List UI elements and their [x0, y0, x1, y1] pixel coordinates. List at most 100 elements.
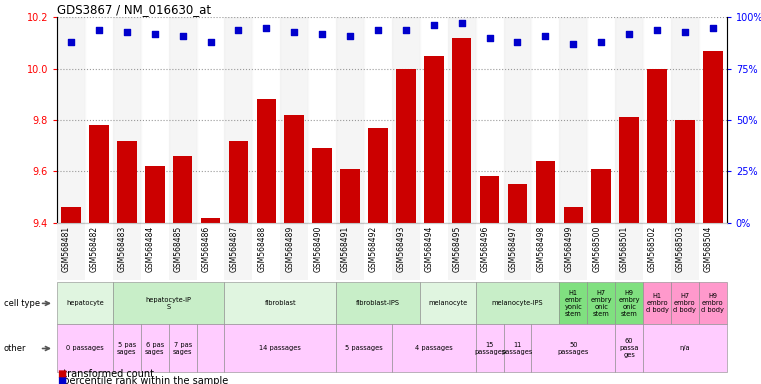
Bar — [392, 17, 420, 223]
Bar — [201, 218, 220, 223]
Point — [232, 26, 244, 33]
Text: 15
passages: 15 passages — [474, 342, 505, 355]
Point — [623, 31, 635, 37]
Text: 4 passages: 4 passages — [415, 346, 453, 351]
Text: 7 pas
sages: 7 pas sages — [173, 342, 193, 355]
Bar — [447, 17, 476, 223]
Bar — [563, 207, 583, 223]
Bar — [141, 17, 169, 223]
Text: n/a: n/a — [680, 346, 690, 351]
Point — [595, 39, 607, 45]
Bar — [447, 223, 476, 280]
Bar — [587, 17, 615, 223]
Bar — [145, 166, 164, 223]
Bar — [89, 125, 109, 223]
Text: GSM568483: GSM568483 — [118, 226, 127, 272]
Bar — [228, 141, 248, 223]
Bar — [336, 223, 364, 280]
Point — [707, 25, 719, 31]
Text: GSM568493: GSM568493 — [397, 226, 406, 272]
Bar — [587, 223, 615, 280]
Bar — [308, 223, 336, 280]
Text: GSM568494: GSM568494 — [425, 226, 434, 272]
Text: H1
embro
d body: H1 embro d body — [645, 293, 668, 313]
Text: GSM568489: GSM568489 — [285, 226, 295, 272]
Text: GSM568495: GSM568495 — [453, 226, 462, 272]
Bar — [671, 223, 699, 280]
Bar — [57, 17, 85, 223]
Bar — [196, 223, 224, 280]
Bar — [364, 17, 392, 223]
Text: GSM568496: GSM568496 — [481, 226, 489, 272]
Bar — [699, 223, 727, 280]
Text: H9
embry
onic
stem: H9 embry onic stem — [619, 290, 640, 317]
Bar — [280, 17, 308, 223]
Point — [540, 33, 552, 39]
Text: H9
embro
d body: H9 embro d body — [702, 293, 724, 313]
Bar — [141, 223, 169, 280]
Bar — [476, 223, 504, 280]
Text: H7
embry
onic
stem: H7 embry onic stem — [591, 290, 612, 317]
Text: 5 passages: 5 passages — [345, 346, 383, 351]
Bar — [85, 223, 113, 280]
Bar — [85, 17, 113, 223]
Bar — [675, 120, 695, 223]
Bar — [308, 17, 336, 223]
Text: GSM568487: GSM568487 — [230, 226, 238, 272]
Bar — [643, 17, 671, 223]
Text: 14 passages: 14 passages — [260, 346, 301, 351]
Bar — [224, 223, 253, 280]
Text: 5 pas
sages: 5 pas sages — [117, 342, 136, 355]
Bar — [647, 69, 667, 223]
Text: melanocyte-IPS: melanocyte-IPS — [492, 300, 543, 306]
Bar — [559, 17, 587, 223]
Bar — [280, 223, 308, 280]
Bar — [312, 148, 332, 223]
Bar — [424, 56, 444, 223]
Bar — [615, 17, 643, 223]
Point — [93, 26, 105, 33]
Text: percentile rank within the sample: percentile rank within the sample — [57, 376, 228, 384]
Text: GSM568498: GSM568498 — [537, 226, 546, 272]
Point — [511, 39, 524, 45]
Point — [288, 28, 301, 35]
Text: GSM568482: GSM568482 — [90, 226, 99, 272]
Text: 11
passages: 11 passages — [501, 342, 533, 355]
Bar — [699, 17, 727, 223]
Bar — [420, 17, 447, 223]
Point — [121, 28, 133, 35]
Text: 50
passages: 50 passages — [558, 342, 589, 355]
Bar — [476, 17, 504, 223]
Text: ■: ■ — [57, 376, 66, 384]
Text: GSM568502: GSM568502 — [648, 226, 657, 272]
Bar — [169, 17, 196, 223]
Bar — [368, 128, 387, 223]
Bar — [420, 223, 447, 280]
Text: GSM568481: GSM568481 — [62, 226, 71, 272]
Point — [483, 35, 495, 41]
Bar — [392, 223, 420, 280]
Text: GSM568504: GSM568504 — [704, 226, 713, 272]
Bar — [504, 17, 531, 223]
Text: H1
embr
yonic
stem: H1 embr yonic stem — [565, 290, 582, 317]
Bar — [169, 223, 196, 280]
Bar — [703, 51, 722, 223]
Bar — [253, 17, 280, 223]
Text: GSM568486: GSM568486 — [202, 226, 211, 272]
Text: GSM568503: GSM568503 — [676, 226, 685, 272]
Bar — [671, 17, 699, 223]
Bar — [452, 38, 471, 223]
Text: H7
embro
d body: H7 embro d body — [673, 293, 696, 313]
Point — [344, 33, 356, 39]
Text: GSM568485: GSM568485 — [174, 226, 183, 272]
Bar — [364, 223, 392, 280]
Bar — [173, 156, 193, 223]
Text: 0 passages: 0 passages — [66, 346, 103, 351]
Point — [651, 26, 663, 33]
Text: GSM568500: GSM568500 — [592, 226, 601, 272]
Bar — [559, 223, 587, 280]
Text: GSM568490: GSM568490 — [314, 226, 322, 272]
Bar — [61, 207, 81, 223]
Text: GSM568501: GSM568501 — [620, 226, 629, 272]
Bar — [531, 17, 559, 223]
